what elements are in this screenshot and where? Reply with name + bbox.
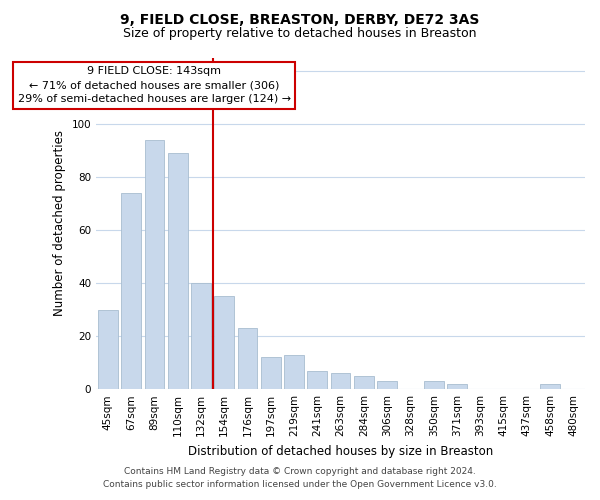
Text: Size of property relative to detached houses in Breaston: Size of property relative to detached ho… — [123, 28, 477, 40]
Bar — [447, 384, 467, 389]
Bar — [214, 296, 234, 389]
Bar — [424, 381, 443, 389]
Bar — [98, 310, 118, 389]
Bar — [145, 140, 164, 389]
Bar — [354, 376, 374, 389]
Bar — [540, 384, 560, 389]
Bar — [377, 381, 397, 389]
Text: 9, FIELD CLOSE, BREASTON, DERBY, DE72 3AS: 9, FIELD CLOSE, BREASTON, DERBY, DE72 3A… — [121, 12, 479, 26]
Text: Contains HM Land Registry data © Crown copyright and database right 2024.
Contai: Contains HM Land Registry data © Crown c… — [103, 468, 497, 489]
Bar — [307, 370, 327, 389]
X-axis label: Distribution of detached houses by size in Breaston: Distribution of detached houses by size … — [188, 444, 493, 458]
Bar — [121, 193, 141, 389]
Bar — [261, 358, 281, 389]
Bar — [191, 283, 211, 389]
Bar — [331, 374, 350, 389]
Bar — [238, 328, 257, 389]
Bar — [284, 354, 304, 389]
Text: 9 FIELD CLOSE: 143sqm
← 71% of detached houses are smaller (306)
29% of semi-det: 9 FIELD CLOSE: 143sqm ← 71% of detached … — [18, 66, 291, 104]
Y-axis label: Number of detached properties: Number of detached properties — [53, 130, 66, 316]
Bar — [168, 153, 188, 389]
